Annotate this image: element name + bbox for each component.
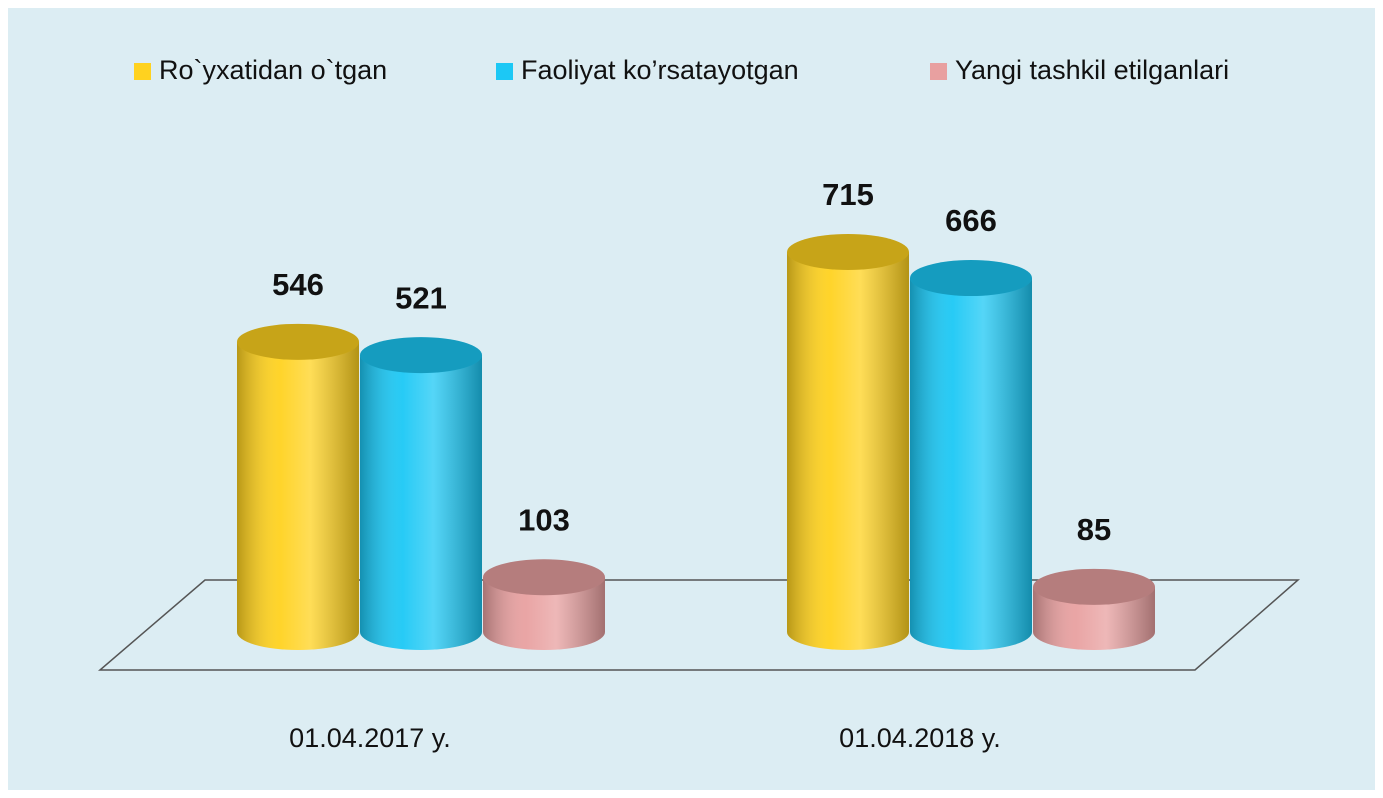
legend-swatch <box>134 63 151 80</box>
cylinder-top <box>360 337 482 374</box>
cylinder-shading <box>237 341 359 650</box>
cylinder-shading <box>1033 586 1155 650</box>
cylinder-shading <box>787 252 909 650</box>
cylinder-top <box>1033 568 1155 605</box>
floor <box>97 579 1300 671</box>
cylinder-top-shade <box>910 260 1032 297</box>
cylinder-top-shade <box>360 337 482 374</box>
value-label: 85 <box>1077 512 1111 547</box>
legend-swatch <box>496 63 513 80</box>
cylinder-shading <box>483 577 605 650</box>
plot-background <box>8 8 1375 790</box>
legend-label: Yangi tashkil etilganlari <box>955 55 1229 85</box>
cylinder-top-shade <box>237 323 359 360</box>
value-label: 715 <box>822 177 874 212</box>
cylinder-top-shade <box>483 559 605 596</box>
x-tick-label: 01.04.2018 y. <box>839 723 1001 753</box>
value-label: 103 <box>518 502 570 537</box>
legend-label: Ro`yxatidan o`tgan <box>159 55 387 85</box>
cylinder-top <box>787 234 909 270</box>
cylinder-top-shade <box>1033 568 1155 605</box>
x-tick-label: 01.04.2017 y. <box>289 723 451 753</box>
value-label: 521 <box>395 280 447 315</box>
cylinder-shading <box>910 278 1032 650</box>
cylinder-top <box>910 260 1032 297</box>
value-label: 546 <box>272 267 324 302</box>
value-label: 666 <box>945 203 997 238</box>
legend-label: Faoliyat ko’rsatayotgan <box>521 55 799 85</box>
cylinder-top <box>483 559 605 596</box>
cylinder-shading <box>360 355 482 650</box>
legend-swatch <box>930 63 947 80</box>
cylinder-top-shade <box>787 234 909 270</box>
cylinder-top <box>237 323 359 360</box>
